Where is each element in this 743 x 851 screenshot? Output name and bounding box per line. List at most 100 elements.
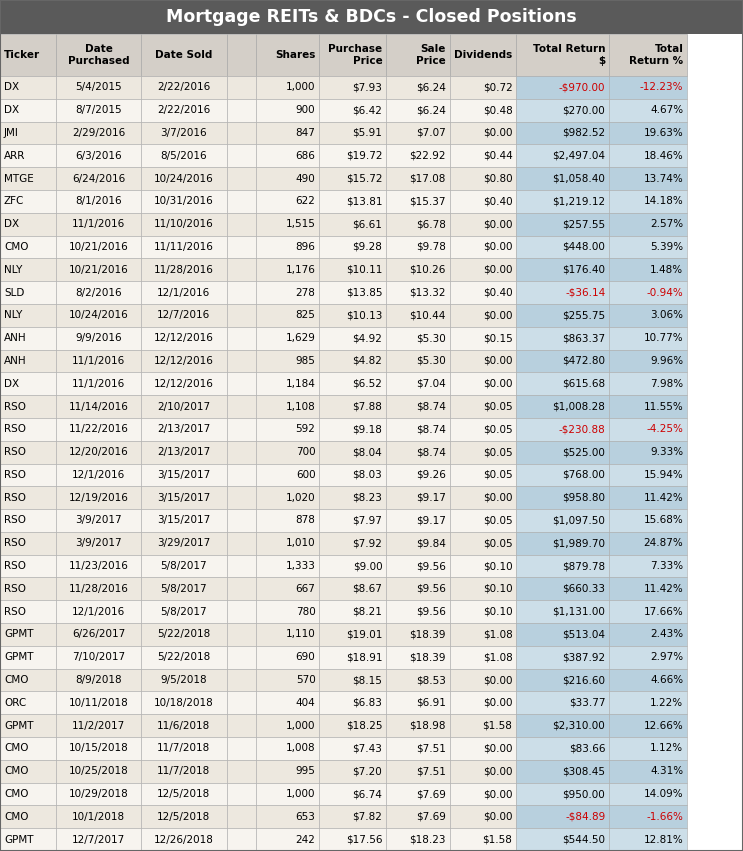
Text: 404: 404 xyxy=(296,698,316,708)
Bar xyxy=(227,600,256,623)
Text: 2.43%: 2.43% xyxy=(650,630,684,639)
Text: 1,108: 1,108 xyxy=(286,402,316,412)
Bar xyxy=(319,464,386,486)
Bar xyxy=(141,145,227,167)
Bar xyxy=(386,486,450,509)
Bar xyxy=(56,145,141,167)
Bar xyxy=(386,304,450,327)
Bar xyxy=(56,441,141,464)
Text: 11/14/2016: 11/14/2016 xyxy=(68,402,129,412)
Bar xyxy=(256,646,319,669)
Text: $15.72: $15.72 xyxy=(345,174,383,184)
Text: DX: DX xyxy=(4,379,19,389)
Bar xyxy=(319,304,386,327)
Text: NLY: NLY xyxy=(4,311,22,320)
Bar xyxy=(609,464,687,486)
Text: 985: 985 xyxy=(296,356,316,366)
Bar xyxy=(141,783,227,805)
Text: $0.00: $0.00 xyxy=(483,220,513,229)
Text: RSO: RSO xyxy=(4,447,26,457)
Text: $0.44: $0.44 xyxy=(483,151,513,161)
Bar xyxy=(450,669,516,692)
Bar xyxy=(386,760,450,783)
Bar xyxy=(319,190,386,213)
Text: $270.00: $270.00 xyxy=(562,106,606,115)
Text: $10.26: $10.26 xyxy=(409,265,446,275)
Text: $0.10: $0.10 xyxy=(483,561,513,571)
Bar xyxy=(0,213,56,236)
Bar xyxy=(56,646,141,669)
Text: 1,110: 1,110 xyxy=(286,630,316,639)
Text: 10/24/2016: 10/24/2016 xyxy=(154,174,214,184)
Text: 5/22/2018: 5/22/2018 xyxy=(158,630,210,639)
Text: 847: 847 xyxy=(296,128,316,138)
Bar xyxy=(609,327,687,350)
Bar xyxy=(386,99,450,122)
Text: $1,058.40: $1,058.40 xyxy=(552,174,606,184)
Text: 10.77%: 10.77% xyxy=(643,333,684,343)
Text: 11/10/2016: 11/10/2016 xyxy=(154,220,214,229)
Bar xyxy=(256,623,319,646)
Text: 700: 700 xyxy=(296,447,316,457)
Text: $7.07: $7.07 xyxy=(416,128,446,138)
Text: 4.67%: 4.67% xyxy=(650,106,684,115)
Bar xyxy=(141,76,227,99)
Bar xyxy=(450,486,516,509)
Text: $7.69: $7.69 xyxy=(415,812,446,822)
Text: $0.00: $0.00 xyxy=(483,698,513,708)
Bar xyxy=(227,805,256,828)
Bar xyxy=(227,304,256,327)
Text: $308.45: $308.45 xyxy=(562,766,606,776)
Text: 3/9/2017: 3/9/2017 xyxy=(75,516,122,525)
Bar xyxy=(516,646,609,669)
Bar xyxy=(256,669,319,692)
Bar xyxy=(256,304,319,327)
Text: 9.33%: 9.33% xyxy=(650,447,684,457)
Bar xyxy=(227,828,256,851)
Bar xyxy=(0,692,56,714)
Text: 5/8/2017: 5/8/2017 xyxy=(160,584,207,594)
Bar xyxy=(56,714,141,737)
Bar xyxy=(141,669,227,692)
Bar xyxy=(227,259,256,281)
Bar xyxy=(141,34,227,76)
Bar xyxy=(56,236,141,259)
Bar xyxy=(516,418,609,441)
Text: 490: 490 xyxy=(296,174,316,184)
Bar xyxy=(141,327,227,350)
Bar xyxy=(319,578,386,600)
Text: 12.66%: 12.66% xyxy=(643,721,684,731)
Text: $879.78: $879.78 xyxy=(562,561,606,571)
Text: $18.25: $18.25 xyxy=(345,721,383,731)
Bar xyxy=(141,122,227,145)
Text: 2/22/2016: 2/22/2016 xyxy=(158,106,210,115)
Bar xyxy=(609,395,687,418)
Bar xyxy=(319,486,386,509)
Text: $22.92: $22.92 xyxy=(409,151,446,161)
Bar xyxy=(319,646,386,669)
Text: 3/15/2017: 3/15/2017 xyxy=(158,493,210,503)
Bar xyxy=(56,783,141,805)
Text: 1,010: 1,010 xyxy=(286,539,316,548)
Bar xyxy=(450,213,516,236)
Bar xyxy=(227,692,256,714)
Text: RSO: RSO xyxy=(4,402,26,412)
Bar xyxy=(386,805,450,828)
Text: $660.33: $660.33 xyxy=(562,584,606,594)
Text: $7.92: $7.92 xyxy=(352,539,383,548)
Text: 1,000: 1,000 xyxy=(286,83,316,93)
Bar xyxy=(609,760,687,783)
Bar xyxy=(0,122,56,145)
Bar xyxy=(0,669,56,692)
Bar xyxy=(450,692,516,714)
Bar xyxy=(141,167,227,190)
Text: $6.91: $6.91 xyxy=(415,698,446,708)
Text: $7.51: $7.51 xyxy=(415,744,446,753)
Text: 900: 900 xyxy=(296,106,316,115)
Bar xyxy=(386,623,450,646)
Bar xyxy=(56,464,141,486)
Bar xyxy=(256,167,319,190)
Bar xyxy=(56,304,141,327)
Text: 14.09%: 14.09% xyxy=(643,789,684,799)
Bar xyxy=(516,692,609,714)
